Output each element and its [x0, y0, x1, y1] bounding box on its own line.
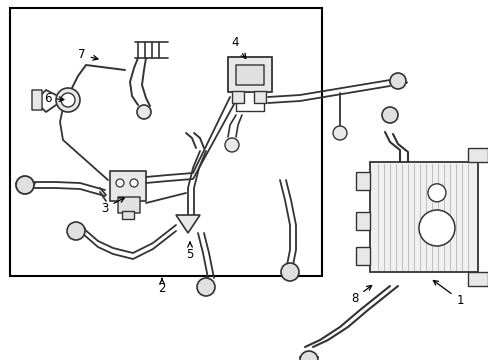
FancyBboxPatch shape [227, 57, 271, 92]
Circle shape [67, 222, 85, 240]
Circle shape [130, 179, 138, 187]
Circle shape [299, 351, 317, 360]
Circle shape [281, 263, 298, 281]
Bar [10, 8, 321, 276]
Text: 5: 5 [186, 242, 193, 261]
Text: 4: 4 [231, 36, 245, 58]
Circle shape [427, 184, 445, 202]
Circle shape [116, 179, 124, 187]
Circle shape [381, 107, 397, 123]
Bar [467, 272, 487, 286]
Text: 2: 2 [158, 279, 165, 294]
Text: 1: 1 [432, 280, 463, 306]
Text: 8: 8 [350, 285, 371, 305]
FancyBboxPatch shape [236, 65, 264, 85]
Circle shape [389, 73, 405, 89]
Circle shape [197, 278, 215, 296]
Circle shape [418, 210, 454, 246]
Polygon shape [176, 215, 200, 233]
Circle shape [137, 105, 151, 119]
FancyBboxPatch shape [32, 90, 42, 110]
Bar [467, 148, 487, 162]
Bar [253, 91, 265, 103]
Text: 3: 3 [101, 198, 124, 215]
Circle shape [224, 138, 239, 152]
Bar [122, 211, 134, 219]
Circle shape [332, 126, 346, 140]
Bar [355, 247, 369, 265]
Circle shape [16, 176, 34, 194]
Bar [369, 162, 477, 272]
Circle shape [56, 88, 80, 112]
FancyBboxPatch shape [110, 171, 146, 201]
Bar [355, 212, 369, 230]
Bar [231, 91, 244, 103]
Circle shape [61, 93, 75, 107]
Bar [355, 172, 369, 190]
FancyBboxPatch shape [118, 197, 140, 213]
Text: 7: 7 [78, 49, 98, 62]
Text: 6: 6 [44, 91, 64, 104]
